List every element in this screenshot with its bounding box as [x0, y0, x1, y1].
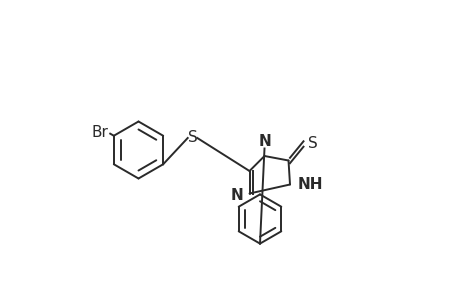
Text: S: S — [187, 130, 197, 146]
Text: S: S — [308, 136, 317, 152]
Text: N: N — [257, 134, 270, 148]
Text: N: N — [230, 188, 242, 203]
Text: Br: Br — [92, 125, 108, 140]
Text: NH: NH — [297, 177, 322, 192]
